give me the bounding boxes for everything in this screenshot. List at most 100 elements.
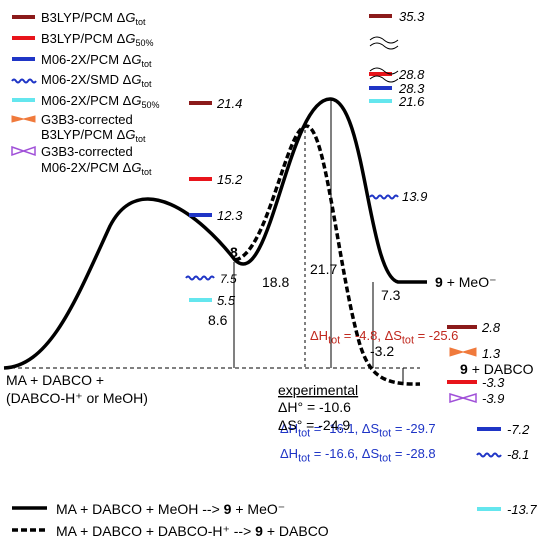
energy-level: 28.8 — [369, 67, 425, 82]
level-value: 15.2 — [217, 172, 243, 187]
gap-value: -3.2 — [370, 343, 394, 359]
level-value: -13.7 — [507, 502, 537, 517]
energy-level: 7.5 — [185, 272, 237, 286]
svg-text:G3B3-corrected: G3B3-corrected — [41, 144, 133, 159]
legend-item: M06-2X/SMD ΔGtot — [11, 72, 152, 89]
thermo-m06-smd: ΔHtot = -16.6, ΔStot = -28.8 — [280, 446, 436, 465]
svg-text:G3B3-corrected: G3B3-corrected — [41, 112, 133, 127]
energy-level: 5.5 — [189, 293, 236, 308]
legend-item-g3b3-m06: G3B3-corrected M06-2X/PCM ΔGtot — [11, 144, 152, 177]
energy-level: 1.3 — [449, 346, 501, 361]
level-bar — [369, 72, 392, 76]
level-value: 21.6 — [398, 94, 425, 109]
level-bar — [369, 99, 392, 103]
energy-level: -3.9 — [449, 391, 504, 406]
level-value: 7.5 — [220, 272, 237, 286]
gap-value: 21.7 — [310, 261, 337, 277]
level-wavy — [369, 194, 399, 200]
level-value: 13.9 — [402, 189, 427, 204]
method-legend: B3LYP/PCM ΔGtot B3LYP/PCM ΔG50% M06-2X/P… — [11, 10, 159, 177]
level-bowtie — [449, 347, 477, 357]
level-bar — [189, 177, 212, 181]
svg-text:B3LYP/PCM ΔGtot: B3LYP/PCM ΔGtot — [41, 10, 146, 27]
energy-level: -8.1 — [476, 447, 529, 462]
energy-level: 21.4 — [189, 96, 242, 111]
experimental-ds: ΔS° = -24.9 — [278, 417, 350, 433]
profile-curve-meoh — [3, 97, 427, 370]
energy-level: 21.6 — [369, 94, 425, 109]
energy-level: 28.3 — [369, 81, 425, 96]
level-bar — [189, 298, 212, 302]
energy-level: -7.2 — [477, 422, 530, 437]
axis-break-icon — [369, 36, 399, 50]
legend-swatch — [12, 36, 35, 40]
legend-item: B3LYP/PCM ΔG50% — [12, 31, 153, 48]
level-bar — [447, 380, 477, 384]
legend-item: B3LYP/PCM ΔGtot — [12, 10, 146, 27]
legend-swatch — [12, 57, 35, 61]
level-value: -7.2 — [507, 422, 530, 437]
svg-text:M06-2X/PCM ΔGtot: M06-2X/PCM ΔGtot — [41, 160, 152, 177]
level-bar — [477, 507, 501, 511]
svg-text:M06-2X/PCM ΔGtot: M06-2X/PCM ΔGtot — [41, 52, 152, 69]
profile-curve-dabco — [234, 124, 421, 386]
legend-swatch-wavy — [11, 78, 37, 84]
reactants-label: (DABCO-H⁺ or MeOH) — [6, 390, 148, 406]
svg-text:M06-2X/PCM ΔG50%: M06-2X/PCM ΔG50% — [41, 93, 159, 110]
svg-text:B3LYP/PCM ΔGtot: B3LYP/PCM ΔGtot — [41, 127, 146, 144]
legend-swatch-bowtie — [11, 115, 36, 123]
product-label-meo: 9 + MeO⁻ — [435, 274, 496, 290]
level-bar — [189, 101, 212, 105]
level-bar — [369, 86, 392, 90]
level-bar — [189, 213, 212, 217]
experimental-dh: ΔH° = -10.6 — [278, 399, 351, 415]
energy-level: 12.3 — [189, 208, 243, 223]
level-value: 12.3 — [217, 208, 243, 223]
level-wavy — [185, 275, 215, 281]
level-bar — [447, 325, 477, 329]
level-bar — [369, 14, 392, 18]
experimental-values: experimental ΔH° = -10.6 ΔS° = -24.9 — [278, 382, 358, 433]
thermo-m06-pcm: ΔHtot = -16.1, ΔStot = -29.7 — [280, 421, 436, 440]
energy-level: -13.7 — [477, 502, 537, 517]
level-bowtie — [449, 392, 477, 404]
thermo-b3lyp: ΔHtot = -4.8, ΔStot = -25.6 — [310, 328, 458, 347]
level-value: 2.8 — [481, 320, 501, 335]
energy-level: -3.3 — [447, 375, 505, 390]
curve-legend: MA + DABCO + MeOH --> 9 + MeO⁻ MA + DABC… — [12, 501, 329, 539]
level-value: 1.3 — [482, 346, 501, 361]
legend-item-g3b3-b3lyp: G3B3-corrected B3LYP/PCM ΔGtot — [11, 112, 146, 144]
level-wavy — [476, 452, 502, 458]
gap-value: 7.3 — [381, 287, 401, 303]
level-value: -3.3 — [482, 375, 505, 390]
legend-text-dashed: MA + DABCO + DABCO-H⁺ --> 9 + DABCO — [56, 523, 329, 539]
reactants-label: MA + DABCO + — [6, 372, 104, 388]
intermediate-label: 8 — [230, 244, 238, 260]
level-value: 21.4 — [216, 96, 242, 111]
level-value: 5.5 — [217, 293, 236, 308]
legend-swatch — [12, 98, 35, 102]
level-value: 28.3 — [398, 81, 425, 96]
legend-swatch-bowtie — [11, 145, 36, 157]
guide-lines — [233, 99, 404, 382]
axis-break-icon — [369, 67, 399, 75]
level-bar — [477, 427, 501, 431]
gap-value: 8.6 — [208, 312, 228, 328]
svg-text:M06-2X/SMD ΔGtot: M06-2X/SMD ΔGtot — [41, 72, 152, 89]
energy-level: 35.3 — [369, 9, 425, 24]
legend-swatch — [12, 15, 35, 19]
svg-text:B3LYP/PCM ΔG50%: B3LYP/PCM ΔG50% — [41, 31, 153, 48]
level-value: -8.1 — [507, 447, 529, 462]
energy-level: 15.2 — [189, 172, 243, 187]
legend-text-solid: MA + DABCO + MeOH --> 9 + MeO⁻ — [56, 501, 285, 517]
legend-item: M06-2X/PCM ΔGtot — [12, 52, 152, 69]
experimental-title: experimental — [278, 382, 358, 398]
level-value: 35.3 — [399, 9, 425, 24]
axis-break-icon — [369, 75, 399, 83]
legend-item: M06-2X/PCM ΔG50% — [12, 93, 159, 110]
level-value: 28.8 — [398, 67, 425, 82]
level-value: -3.9 — [482, 391, 504, 406]
gap-value: 18.8 — [262, 274, 289, 290]
energy-level: 13.9 — [369, 189, 427, 204]
